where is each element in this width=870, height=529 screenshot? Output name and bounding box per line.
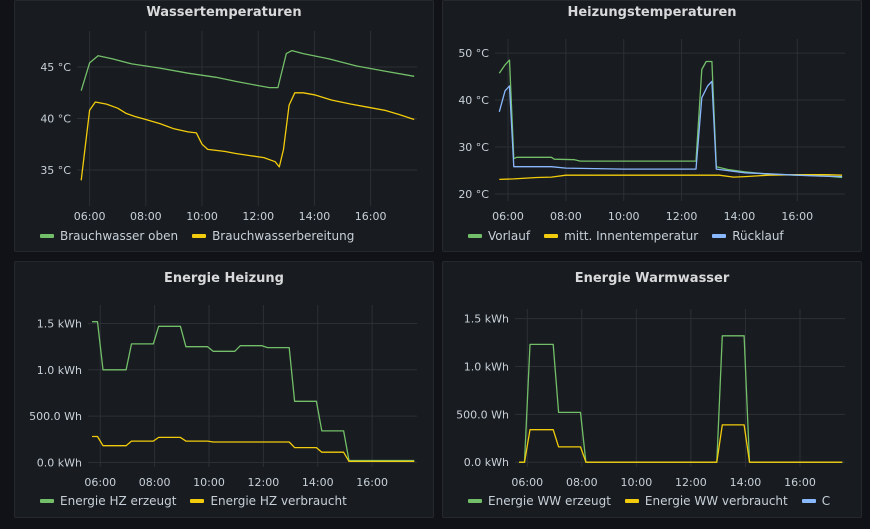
x-tick-label: 06:00 [492,210,524,223]
panel-energie-warmwasser: Energie Warmwasser 06:00 08:00 10:00 12:00 1… [442,261,862,518]
x-tick-label: 08:00 [550,210,582,223]
x-tick-label: 08:00 [130,210,162,223]
legend-label: Brauchwasserbereitung [212,229,355,243]
x-tick-label: 06:00 [74,210,106,223]
series-line[interactable] [92,321,415,462]
legend-swatch [40,499,54,503]
chart-energie-warmwasser: 06:00 08:00 10:00 12:00 14:00 16:00 0.0 kWh 500… [456,309,845,489]
y-tick-label: 0.0 kWh [37,456,82,469]
legend-item[interactable]: Rücklauf [712,229,784,243]
legend-swatch [40,234,54,238]
y-tick-label: 30 °C [458,141,489,154]
x-tick-label: 14:00 [730,476,762,489]
series-line[interactable] [80,49,415,91]
x-tick-label: 12:00 [242,210,274,223]
legend-label: Energie HZ verbraucht [210,494,347,508]
chart-wassertemperaturen: 06:00 08:00 10:00 12:00 14:00 16:00 35 °C 40 °C… [40,31,417,223]
legend-item[interactable]: Vorlauf [468,229,530,243]
legend-label: Vorlauf [488,229,531,243]
series-line[interactable] [498,80,843,178]
y-tick-label: 1.0 kWh [37,364,82,377]
panel-energie-heizung: Energie Heizung 06:00 08:00 10:00 12:00 14:0… [14,261,434,518]
x-tick-label: 10:00 [608,210,640,223]
y-tick-label: 40 °C [40,113,71,126]
panel-title[interactable]: Wassertemperaturen [146,5,302,20]
x-tick-label: 16:00 [356,476,388,489]
y-tick-label: 1.5 kWh [464,313,509,326]
y-tick-label: 35 °C [40,164,71,177]
legend-swatch [712,234,727,238]
legend-item[interactable]: Energie HZ verbraucht [190,494,347,508]
legend-item[interactable]: mitt. Innentemperatur [544,229,698,243]
legend-swatch [190,499,205,503]
grid [77,31,417,206]
y-tick-label: 500.0 Wh [29,410,82,423]
x-tick-label: 14:00 [302,476,334,489]
x-tick-label: 10:00 [186,210,218,223]
y-tick-label: 1.5 kWh [37,318,82,331]
legend-label: Energie HZ erzeugt [60,494,177,508]
x-tick-label: 12:00 [248,476,280,489]
y-tick-label: 500.0 Wh [456,408,509,421]
legend-swatch [544,234,559,238]
x-tick-label: 14:00 [299,210,331,223]
x-tick-label: 12:00 [675,476,707,489]
x-tick-label: 16:00 [781,210,813,223]
y-tick-label: 0.0 kWh [464,456,509,469]
chart-legend: Brauchwasser oben Brauchwasserbereitung [40,229,354,243]
panel-title[interactable]: Heizungstemperaturen [567,5,737,20]
legend-item[interactable]: Brauchwasserbereitung [192,229,354,243]
chart-legend: Energie HZ erzeugt Energie HZ verbraucht [40,494,347,508]
y-tick-label: 1.0 kWh [464,360,509,373]
grid [495,39,845,201]
series-line[interactable] [80,92,415,181]
x-tick-label: 06:00 [511,476,543,489]
legend-label: Rücklauf [732,229,784,243]
legend-label: Energie WW verbraucht [644,494,788,508]
x-tick-label: 16:00 [355,210,387,223]
series-line[interactable] [92,435,415,463]
x-tick-label: 08:00 [566,476,598,489]
legend-label: Brauchwasser oben [60,229,179,243]
legend-label: mitt. Innentemperatur [564,229,699,243]
x-tick-label: 08:00 [139,476,171,489]
legend-item[interactable]: Energie WW verbraucht [624,494,788,508]
y-tick-label: 50 °C [458,47,489,60]
legend-label: Energie WW erzeugt [488,494,611,508]
x-tick-label: 10:00 [621,476,653,489]
x-tick-label: 06:00 [84,476,116,489]
chart-legend: Vorlauf mitt. Innentemperatur Rücklauf [468,229,784,243]
chart-heizungstemperaturen: 06:00 08:00 10:00 12:00 14:00 16:00 20 °C 30 °C… [458,39,845,223]
legend-swatch [468,234,482,238]
series-line[interactable] [519,335,843,463]
panel-wassertemperaturen: Wassertemperaturen 06:00 08:00 10:00 12:00 1… [14,0,434,252]
legend-swatch [801,499,816,503]
panel-title[interactable]: Energie Heizung [163,271,284,286]
grid [88,305,417,467]
legend-item[interactable]: Energie HZ erzeugt [40,494,176,508]
legend-swatch [192,234,207,238]
x-tick-label: 16:00 [784,476,816,489]
x-tick-label: 14:00 [724,210,756,223]
series-line[interactable] [519,424,843,463]
x-tick-label: 12:00 [666,210,698,223]
legend-swatch [468,499,482,503]
legend-item[interactable]: Energie WW erzeugt [468,494,611,508]
y-tick-label: 45 °C [40,61,71,74]
legend-swatch [624,499,639,503]
y-tick-label: 40 °C [458,94,489,107]
series-line[interactable] [498,59,843,179]
chart-energie-heizung: 06:00 08:00 10:00 12:00 14:00 16:00 0.0 kWh 500… [29,305,417,489]
legend-item[interactable]: Brauchwasser oben [40,229,178,243]
panel-title[interactable]: Energie Warmwasser [574,271,730,286]
y-tick-label: 20 °C [458,188,489,201]
legend-label: C [821,494,831,508]
x-tick-label: 10:00 [193,476,225,489]
legend-item[interactable]: C [801,494,831,508]
panel-heizungstemperaturen: Heizungstemperaturen 06:00 08:00 10:00 12:0… [442,0,862,252]
chart-legend: Energie WW erzeugt Energie WW verbraucht C [468,494,830,508]
grid [515,309,845,467]
